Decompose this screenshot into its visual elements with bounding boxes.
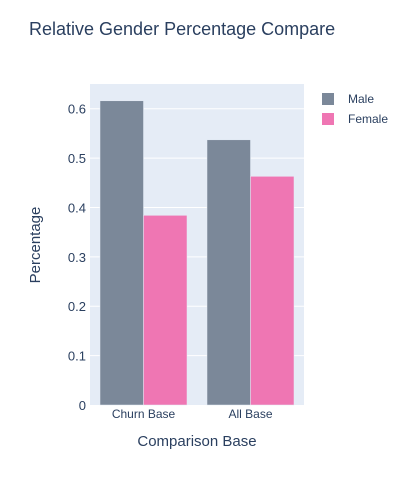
legend-label-female: Female bbox=[348, 112, 388, 126]
y-tick-label: 0.1 bbox=[68, 349, 86, 364]
bar-female-all-base bbox=[250, 176, 295, 406]
chart-title: Relative Gender Percentage Compare bbox=[29, 19, 335, 39]
y-tick-label: 0.2 bbox=[68, 299, 86, 314]
bar-male-all-base bbox=[206, 139, 251, 406]
y-tick-label: 0.4 bbox=[68, 200, 86, 215]
y-axis-title: Percentage bbox=[27, 207, 44, 284]
legend-swatch-male bbox=[322, 93, 334, 105]
y-tick-label: 0.3 bbox=[68, 250, 86, 265]
bar-female-churn-base bbox=[143, 215, 188, 406]
x-axis-title: Comparison Base bbox=[137, 433, 256, 450]
y-tick-label: 0.5 bbox=[68, 151, 86, 166]
y-tick-label: 0.6 bbox=[68, 102, 86, 117]
bar-male-churn-base bbox=[99, 100, 144, 406]
legend-swatch-female bbox=[322, 113, 334, 125]
x-tick-label: Churn Base bbox=[112, 407, 176, 421]
y-axis-ticks: 0 0.1 0.2 0.3 0.4 0.5 0.6 bbox=[68, 102, 86, 413]
y-tick-label: 0 bbox=[79, 398, 86, 413]
legend-label-male: Male bbox=[348, 92, 374, 106]
bars-group bbox=[99, 100, 295, 406]
x-tick-label: All Base bbox=[228, 407, 272, 421]
x-axis-ticks: Churn Base All Base bbox=[112, 407, 273, 421]
legend: Male Female bbox=[322, 92, 388, 126]
